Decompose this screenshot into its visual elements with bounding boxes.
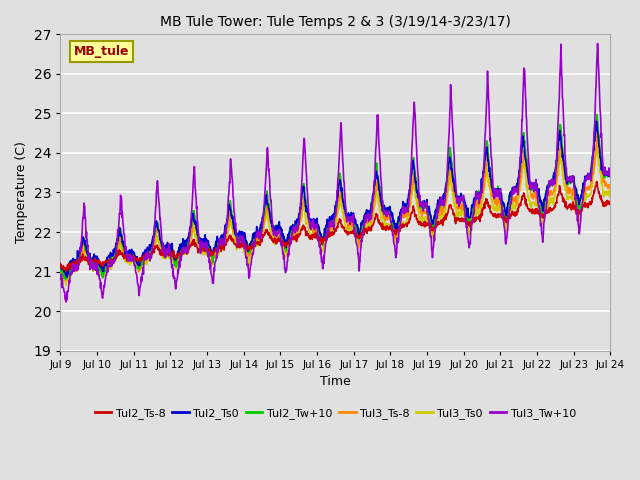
- Tul2_Ts-8: [143, 256, 150, 262]
- Tul3_Tw+10: [56, 272, 64, 277]
- Tul2_Ts-8: [546, 208, 554, 214]
- Tul2_Ts-8: [311, 234, 319, 240]
- Tul3_Tw+10: [594, 40, 602, 46]
- Tul3_Ts-8: [600, 179, 608, 184]
- Tul2_Ts0: [600, 171, 608, 177]
- Tul2_Tw+10: [465, 223, 473, 228]
- Tul3_Tw+10: [62, 299, 70, 305]
- Tul3_Ts-8: [593, 129, 601, 135]
- Text: MB_tule: MB_tule: [74, 45, 129, 58]
- Line: Tul2_Tw+10: Tul2_Tw+10: [60, 114, 611, 279]
- Tul3_Tw+10: [321, 246, 329, 252]
- Tul2_Tw+10: [321, 228, 329, 234]
- Tul3_Ts0: [593, 140, 601, 146]
- Line: Tul3_Tw+10: Tul3_Tw+10: [60, 43, 611, 302]
- Tul3_Ts0: [311, 230, 319, 236]
- Tul2_Ts0: [56, 263, 64, 269]
- Tul2_Ts0: [143, 247, 150, 252]
- Tul2_Tw+10: [143, 250, 150, 255]
- X-axis label: Time: Time: [320, 375, 351, 388]
- Y-axis label: Temperature (C): Temperature (C): [15, 142, 28, 243]
- Line: Tul3_Ts-8: Tul3_Ts-8: [60, 132, 611, 280]
- Tul3_Ts0: [143, 262, 150, 267]
- Tul3_Ts0: [546, 198, 554, 204]
- Tul3_Ts-8: [56, 268, 64, 274]
- Tul2_Ts-8: [465, 223, 473, 228]
- Tul3_Ts-8: [311, 233, 319, 239]
- Tul2_Tw+10: [546, 184, 554, 190]
- Tul2_Ts0: [321, 230, 329, 236]
- Tul3_Tw+10: [607, 174, 614, 180]
- Tul3_Ts-8: [546, 189, 554, 194]
- Tul2_Ts0: [593, 118, 600, 124]
- Tul3_Tw+10: [143, 253, 150, 259]
- Tul2_Tw+10: [311, 223, 319, 228]
- Tul2_Ts-8: [321, 235, 329, 241]
- Tul2_Ts0: [311, 220, 319, 226]
- Tul3_Tw+10: [465, 245, 473, 251]
- Tul3_Ts0: [607, 191, 614, 197]
- Tul2_Tw+10: [56, 267, 64, 273]
- Tul2_Ts-8: [607, 199, 614, 204]
- Tul2_Ts0: [63, 275, 71, 280]
- Legend: Tul2_Ts-8, Tul2_Ts0, Tul2_Tw+10, Tul3_Ts-8, Tul3_Ts0, Tul3_Tw+10: Tul2_Ts-8, Tul2_Ts0, Tul2_Tw+10, Tul3_Ts…: [90, 404, 580, 423]
- Line: Tul3_Ts0: Tul3_Ts0: [60, 143, 611, 285]
- Line: Tul2_Ts-8: Tul2_Ts-8: [60, 182, 611, 271]
- Tul3_Ts-8: [143, 249, 150, 255]
- Tul2_Ts0: [607, 173, 614, 179]
- Tul2_Ts0: [465, 215, 473, 220]
- Tul2_Tw+10: [600, 175, 608, 180]
- Tul2_Ts-8: [62, 268, 70, 274]
- Tul3_Ts-8: [62, 277, 70, 283]
- Tul2_Tw+10: [607, 174, 614, 180]
- Tul3_Ts0: [56, 269, 64, 275]
- Line: Tul2_Ts0: Tul2_Ts0: [60, 121, 611, 277]
- Title: MB Tule Tower: Tule Temps 2 & 3 (3/19/14-3/23/17): MB Tule Tower: Tule Temps 2 & 3 (3/19/14…: [160, 15, 511, 29]
- Tul2_Ts0: [546, 180, 554, 186]
- Tul2_Ts-8: [593, 179, 600, 185]
- Tul3_Ts-8: [321, 237, 329, 242]
- Tul2_Ts-8: [600, 204, 608, 209]
- Tul3_Ts0: [62, 282, 70, 288]
- Tul3_Ts-8: [465, 223, 473, 228]
- Tul3_Ts0: [321, 239, 329, 245]
- Tul2_Tw+10: [593, 111, 601, 117]
- Tul3_Tw+10: [600, 170, 608, 176]
- Tul2_Ts-8: [56, 261, 64, 266]
- Tul3_Tw+10: [546, 182, 554, 188]
- Tul3_Ts0: [465, 232, 473, 238]
- Tul3_Tw+10: [311, 223, 319, 229]
- Tul2_Tw+10: [62, 276, 70, 282]
- Tul3_Ts0: [600, 191, 608, 197]
- Tul3_Ts-8: [607, 186, 614, 192]
